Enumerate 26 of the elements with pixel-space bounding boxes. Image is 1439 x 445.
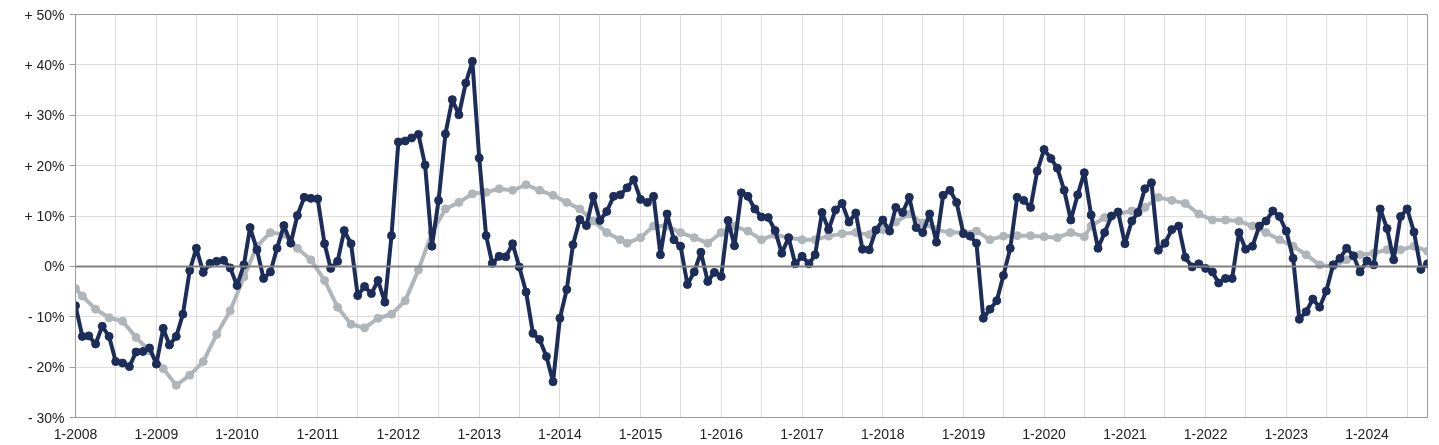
y-tick-label: + 40% <box>24 56 65 73</box>
y-tick-label: + 30% <box>24 107 65 124</box>
x-tick-label: 1-2016 <box>699 425 744 442</box>
y-tick-label: + 10% <box>24 208 65 224</box>
y-tick-label: 0% <box>44 258 65 275</box>
y-tick-label: - 20% <box>27 359 65 376</box>
y-tick-label: + 20% <box>24 157 65 174</box>
y-tick-label: - 30% <box>27 409 65 426</box>
x-tick-label: 1-2022 <box>1183 425 1228 442</box>
x-tick-label: 1-2019 <box>941 425 986 442</box>
y-tick-label: + 50% <box>24 6 65 23</box>
x-tick-label: 1-2024 <box>1345 425 1389 442</box>
x-tick-label: 1-2017 <box>780 425 825 442</box>
x-tick-label: 1-2020 <box>1022 425 1067 442</box>
x-tick-label: 1-2014 <box>538 425 582 442</box>
x-tick-label: 1-2010 <box>215 425 260 442</box>
x-tick-label: 1-2015 <box>618 425 663 442</box>
x-tick-label: 1-2008 <box>53 425 98 442</box>
x-tick-label: 1-2009 <box>134 425 179 442</box>
x-tick-label: 1-2023 <box>1264 425 1309 442</box>
x-tick-label: 1-2013 <box>457 425 502 442</box>
x-tick-label: 1-2021 <box>1103 425 1147 442</box>
y-tick-label: - 10% <box>27 308 65 325</box>
x-tick-label: 1-2018 <box>860 425 905 442</box>
x-tick-label: 1-2012 <box>376 425 421 442</box>
x-tick-label: 1-2011 <box>296 425 340 442</box>
